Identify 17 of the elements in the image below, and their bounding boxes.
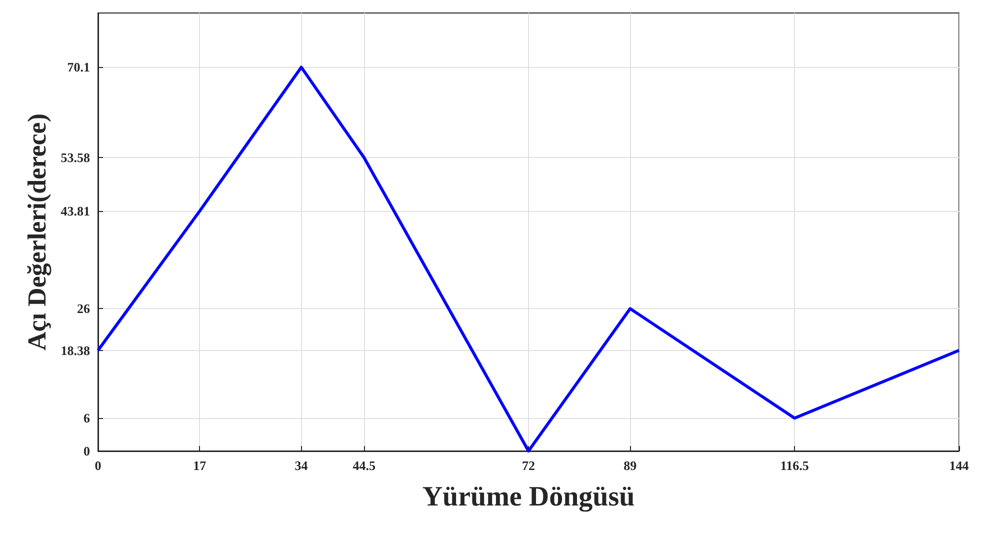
y-tick-label: 53.58 [60, 150, 90, 166]
x-tick-label: 116.5 [780, 458, 810, 473]
x-tick-label: 144 [949, 458, 970, 473]
y-tick-label: 43.81 [60, 204, 90, 219]
x-tick-label: 34 [294, 458, 308, 473]
x-tick-label: 72 [522, 458, 535, 473]
x-axis-title: Yürüme Döngüsü [422, 482, 635, 512]
y-tick-label: 0 [84, 444, 90, 458]
x-tick-label: 0 [94, 458, 102, 473]
x-tick-label: 44.5 [352, 458, 376, 473]
x-tick-label: 89 [624, 458, 638, 473]
y-axis-title: Açı Değerleri(derece) [22, 114, 52, 350]
y-tick-label: 18.38 [60, 342, 90, 358]
x-tick-label: 17 [193, 458, 207, 473]
y-tick-label: 6 [84, 410, 90, 426]
y-tick-label: 70.1 [67, 60, 90, 75]
y-tick-label: 26 [77, 301, 90, 316]
